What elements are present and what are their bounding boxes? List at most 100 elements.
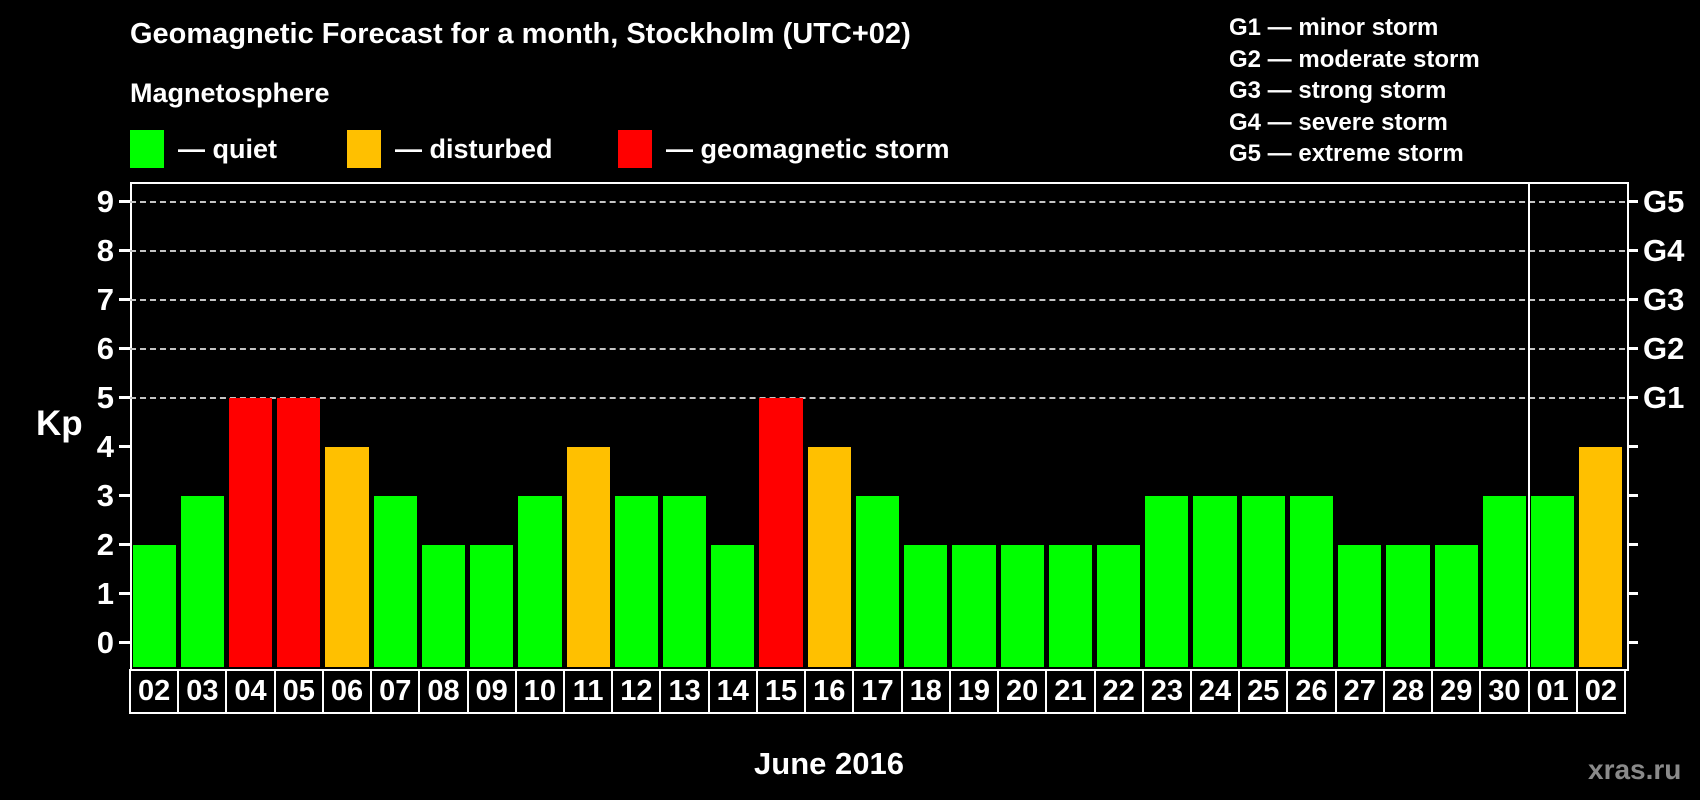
magnetosphere-legend-heading: Magnetosphere — [130, 78, 330, 108]
bar-day-03 — [180, 495, 224, 667]
g-scale-legend-line: G4 — severe storm — [1229, 108, 1448, 136]
y-axis-tick-left — [119, 249, 130, 253]
watermark: xras.ru — [1588, 754, 1682, 785]
bar-day-10 — [518, 495, 562, 667]
g-axis-label-g5: G5 — [1643, 183, 1685, 219]
y-axis-tick-left — [119, 494, 130, 498]
bar-day-05 — [277, 397, 321, 667]
y-tick-label-4: 4 — [96, 428, 114, 464]
date-cell-15: 15 — [755, 669, 807, 714]
date-cell-18: 18 — [900, 669, 951, 714]
bar-day-18 — [904, 544, 948, 667]
bar-day-29 — [1434, 544, 1478, 667]
bar-day-28 — [1386, 544, 1430, 667]
y-axis-tick-left — [119, 445, 130, 449]
bar-day-13 — [662, 495, 707, 667]
bar-day-19 — [952, 544, 996, 667]
quiet-color-swatch — [130, 130, 164, 168]
y-tick-label-3: 3 — [96, 477, 114, 513]
chart-title: Geomagnetic Forecast for a month, Stockh… — [130, 18, 911, 50]
bar-day-14 — [711, 544, 755, 667]
date-cell-05: 05 — [273, 669, 324, 714]
gridline-kp9 — [130, 200, 1625, 203]
y-axis-tick-right — [1627, 347, 1638, 351]
disturbed-color-swatch — [347, 130, 381, 168]
bar-day-06 — [325, 446, 369, 667]
storm-legend-label: — geomagnetic storm — [666, 133, 950, 164]
date-cell-12: 12 — [611, 669, 662, 714]
y-axis-tick-left — [119, 592, 130, 595]
bar-day-21 — [1048, 544, 1092, 667]
date-cell-28: 28 — [1382, 669, 1434, 714]
y-axis-tick-right — [1627, 641, 1638, 644]
bar-day-02 — [1579, 446, 1623, 667]
date-cell-02: 02 — [129, 669, 180, 714]
storm-color-swatch — [618, 130, 652, 168]
quiet-legend-label: — quiet — [178, 133, 277, 164]
g-axis-label-g2: G2 — [1643, 330, 1685, 366]
bar-day-16 — [807, 446, 851, 667]
month-separator-line — [1527, 182, 1530, 667]
y-tick-label-6: 6 — [96, 330, 114, 366]
bar-day-15 — [759, 397, 803, 667]
legend-item-disturbed: — disturbed — [347, 130, 553, 168]
bar-day-02 — [132, 544, 176, 667]
y-axis-tick-left — [119, 200, 130, 204]
date-cell-03: 03 — [177, 669, 228, 714]
legend-item-storm: — geomagnetic storm — [618, 130, 950, 168]
g-axis-label-g3: G3 — [1643, 281, 1685, 317]
date-cell-14: 14 — [707, 669, 758, 714]
date-cell-24: 24 — [1189, 669, 1241, 714]
bar-day-07 — [373, 495, 417, 667]
bar-day-08 — [421, 544, 466, 667]
date-cell-04: 04 — [225, 669, 276, 714]
date-cell-27: 27 — [1334, 669, 1385, 714]
disturbed-legend-label: — disturbed — [395, 133, 553, 164]
y-tick-label-8: 8 — [96, 232, 114, 268]
y-axis-label: Kp — [36, 404, 83, 443]
date-cell-16: 16 — [804, 669, 855, 714]
bar-day-09 — [470, 544, 514, 667]
date-cell-26: 26 — [1286, 669, 1337, 714]
date-cell-07: 07 — [370, 669, 421, 714]
y-axis-tick-right — [1627, 445, 1638, 449]
date-cell-13: 13 — [659, 669, 710, 714]
bar-day-24 — [1193, 495, 1237, 667]
date-cell-30: 30 — [1479, 669, 1530, 714]
y-tick-label-0: 0 — [96, 624, 114, 660]
g-scale-legend-line: G5 — extreme storm — [1229, 140, 1464, 167]
y-tick-label-5: 5 — [96, 379, 114, 415]
date-cell-08: 08 — [418, 669, 469, 714]
date-cell-01: 01 — [1527, 669, 1578, 714]
bar-day-12 — [614, 495, 658, 667]
legend-item-quiet: — quiet — [130, 130, 277, 168]
y-axis-tick-right — [1627, 298, 1638, 302]
date-cell-02: 02 — [1575, 669, 1626, 714]
bar-day-30 — [1482, 495, 1527, 667]
bar-day-25 — [1241, 495, 1285, 667]
g-axis-label-g1: G1 — [1643, 379, 1685, 415]
y-tick-label-1: 1 — [96, 575, 114, 611]
bar-day-27 — [1338, 544, 1382, 667]
y-axis-tick-right — [1627, 592, 1638, 595]
y-axis-tick-right — [1627, 200, 1638, 204]
bar-day-26 — [1289, 495, 1334, 667]
bar-day-17 — [855, 495, 900, 667]
y-tick-label-9: 9 — [96, 183, 114, 219]
y-axis-tick-left — [119, 347, 130, 351]
gridline-kp6 — [130, 347, 1625, 350]
y-axis-tick-right — [1627, 396, 1638, 400]
date-cell-20: 20 — [997, 669, 1048, 714]
gridline-kp5 — [130, 396, 1625, 399]
date-cell-06: 06 — [321, 669, 373, 714]
gridline-kp8 — [130, 249, 1625, 252]
bar-day-04 — [228, 397, 273, 667]
y-tick-label-2: 2 — [96, 526, 114, 562]
y-axis-tick-left — [119, 396, 130, 400]
y-axis-tick-right — [1627, 249, 1638, 253]
g-scale-legend-line: G2 — moderate storm — [1229, 45, 1480, 73]
bar-day-20 — [1000, 544, 1044, 667]
date-cell-11: 11 — [563, 669, 614, 714]
gridline-kp7 — [130, 298, 1625, 301]
